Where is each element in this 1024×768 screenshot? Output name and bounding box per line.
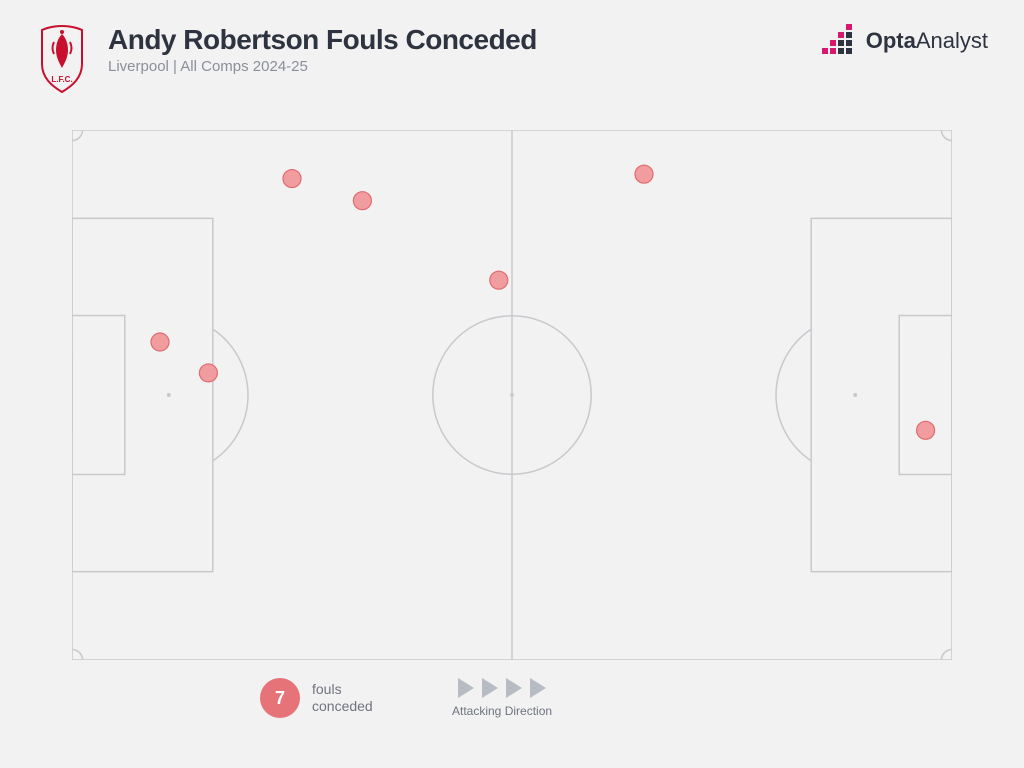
brand-name-bold: Opta bbox=[866, 28, 916, 53]
direction-arrow-icon bbox=[506, 678, 522, 698]
foul-marker bbox=[283, 170, 301, 188]
foul-summary: 7 fouls conceded bbox=[260, 678, 373, 718]
foul-label-line1: fouls bbox=[312, 681, 342, 697]
title-block: Andy Robertson Fouls Conceded Liverpool … bbox=[108, 24, 537, 75]
direction-label: Attacking Direction bbox=[452, 704, 552, 718]
foul-count-label: fouls conceded bbox=[312, 681, 373, 715]
brand-name-light: Analyst bbox=[916, 28, 988, 53]
direction-arrows bbox=[458, 678, 546, 698]
foul-count-badge: 7 bbox=[260, 678, 300, 718]
attacking-direction: Attacking Direction bbox=[452, 678, 552, 718]
page-title: Andy Robertson Fouls Conceded bbox=[108, 24, 537, 56]
direction-arrow-icon bbox=[482, 678, 498, 698]
pitch-chart bbox=[72, 130, 952, 660]
foul-marker bbox=[490, 271, 508, 289]
svg-text:L.F.C.: L.F.C. bbox=[51, 75, 72, 84]
foul-marker bbox=[151, 333, 169, 351]
direction-arrow-icon bbox=[530, 678, 546, 698]
foul-marker bbox=[635, 165, 653, 183]
footer: 7 fouls conceded Attacking Direction bbox=[0, 678, 1024, 738]
brand-name: OptaAnalyst bbox=[866, 28, 988, 54]
foul-label-line2: conceded bbox=[312, 698, 373, 714]
club-crest-icon: L.F.C. bbox=[36, 24, 88, 94]
brand-logo: OptaAnalyst bbox=[822, 24, 988, 58]
opta-mark-icon bbox=[822, 24, 856, 58]
foul-marker bbox=[917, 421, 935, 439]
page-subtitle: Liverpool | All Comps 2024-25 bbox=[108, 58, 537, 75]
header: L.F.C. Andy Robertson Fouls Conceded Liv… bbox=[36, 24, 988, 94]
header-left: L.F.C. Andy Robertson Fouls Conceded Liv… bbox=[36, 24, 537, 94]
direction-arrow-icon bbox=[458, 678, 474, 698]
pitch-svg bbox=[72, 130, 952, 660]
foul-marker bbox=[353, 192, 371, 210]
foul-marker bbox=[199, 364, 217, 382]
